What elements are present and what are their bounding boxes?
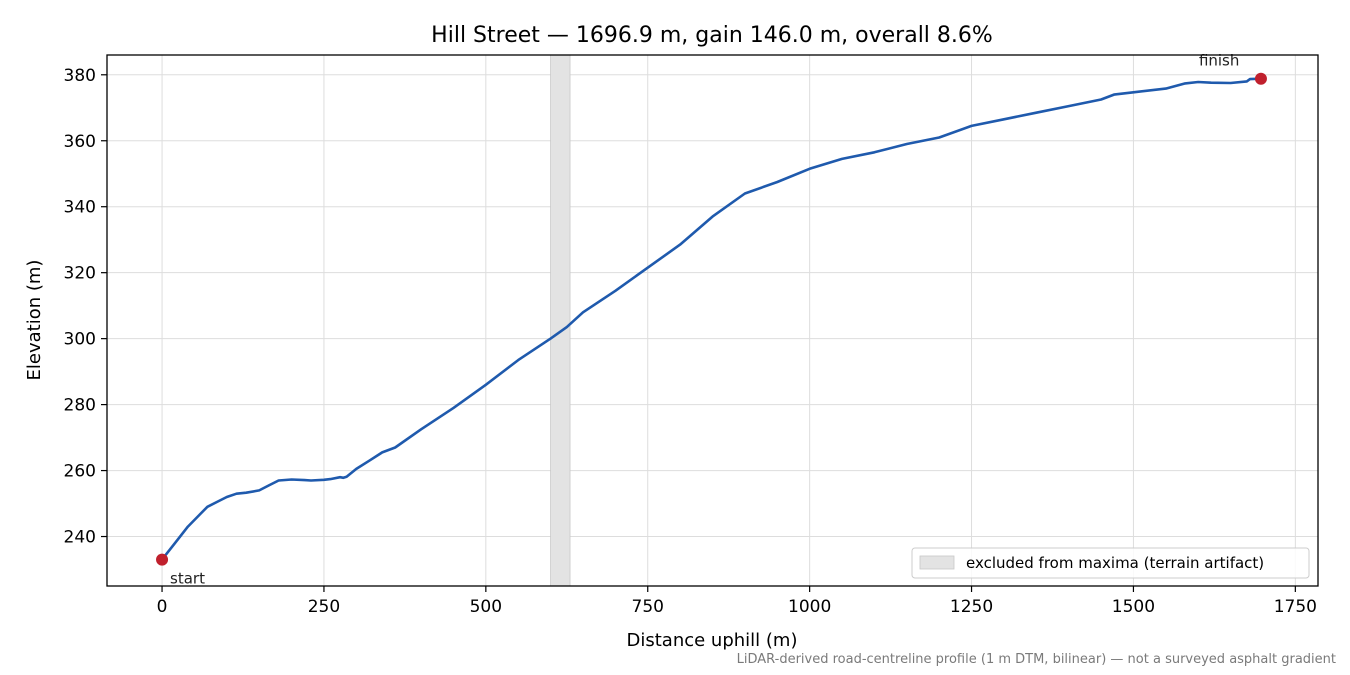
finish-label: finish <box>1199 52 1239 70</box>
legend-swatch <box>919 555 955 570</box>
y-tick-label: 260 <box>64 462 96 482</box>
excluded-band <box>550 54 571 587</box>
y-tick-label: 240 <box>64 528 96 548</box>
plot-frame <box>106 54 1319 587</box>
y-axis-label: Elevation (m) <box>24 260 45 381</box>
marker-layer: start finish <box>156 52 1267 588</box>
chart-title: Hill Street — 1696.9 m, gain 146.0 m, ov… <box>431 23 993 48</box>
y-tick-label: 320 <box>64 264 96 284</box>
footnote: LiDAR-derived road-centreline profile (1… <box>736 652 1336 667</box>
start-label: start <box>170 570 205 588</box>
y-tick-label: 340 <box>64 198 96 218</box>
y-tick-label: 280 <box>64 396 96 416</box>
finish-marker <box>1254 72 1267 85</box>
y-tick-label: 300 <box>64 330 96 350</box>
grid <box>107 55 1318 586</box>
y-tick-label: 360 <box>64 132 96 152</box>
elevation-line <box>160 77 1263 561</box>
start-marker <box>156 553 169 566</box>
x-tick-label: 250 <box>308 597 340 617</box>
legend-box <box>911 547 1310 579</box>
x-tick-label: 500 <box>470 597 502 617</box>
x-tick-label: 0 <box>157 597 168 617</box>
legend: excluded from maxima (terrain artifact) <box>911 547 1310 579</box>
x-tick-label: 1750 <box>1274 597 1317 617</box>
x-tick-label: 1000 <box>788 597 831 617</box>
tick-layer: 0 250 500 750 1000 1250 1500 1750 240 260 280 300 32… <box>64 66 1317 617</box>
x-tick-label: 1250 <box>950 597 993 617</box>
x-tick-label: 750 <box>632 597 664 617</box>
y-tick-label: 380 <box>64 66 96 86</box>
series-layer <box>160 77 1263 561</box>
x-tick-label: 1500 <box>1112 597 1155 617</box>
x-axis-label: Distance uphill (m) <box>627 630 798 651</box>
legend-label: excluded from maxima (terrain artifact) <box>966 554 1264 572</box>
